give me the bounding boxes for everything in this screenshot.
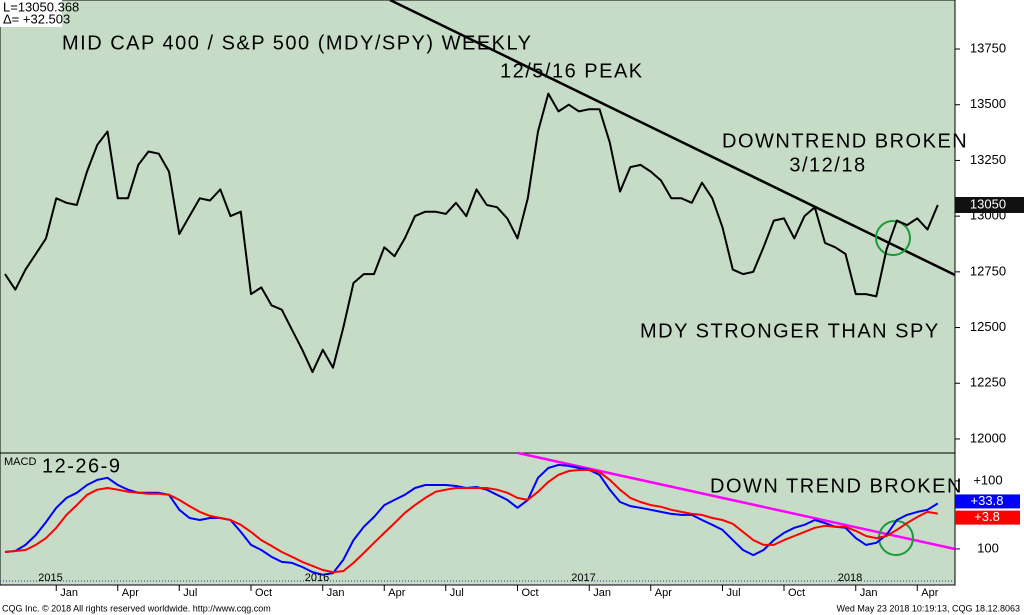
y-tick-label: 12500	[970, 319, 1006, 334]
year-label: 2017	[571, 572, 595, 584]
x-tick-label: Jan	[327, 587, 345, 599]
y-tick-label: 13750	[970, 40, 1006, 55]
macd-params: 12-26-9	[42, 455, 121, 477]
price-panel	[0, 0, 956, 454]
breakout-circle	[875, 220, 911, 256]
annotation: MDY STRONGER THAN SPY	[640, 320, 940, 342]
x-tick-label: Jul	[727, 587, 741, 599]
macd-trend-line	[517, 451, 956, 551]
x-tick-label: Jan	[60, 587, 78, 599]
series-line	[4, 469, 938, 574]
annotation: DOWNTREND BROKEN	[722, 130, 968, 152]
last-value-text: +33.8	[971, 493, 1004, 508]
year-label: 2018	[838, 572, 862, 584]
last-value-tag	[955, 494, 1020, 509]
last-value-tag	[955, 510, 1020, 525]
y-tick-label: 12250	[970, 375, 1006, 390]
y-tick-label: 12750	[970, 263, 1006, 278]
x-tick-label: Apr	[655, 587, 672, 599]
last-value-text: 13050	[970, 196, 1006, 211]
chart-title: MID CAP 400 / S&P 500 (MDY/SPY) WEEKLY	[62, 32, 533, 54]
last-value-tag	[955, 196, 1024, 213]
y-tick-label: 13250	[970, 152, 1006, 167]
y-tick-label: +100	[973, 472, 1002, 487]
annotation: 3/12/18	[789, 154, 866, 176]
y-tick-label: 13500	[970, 96, 1006, 111]
x-tick-label: Jul	[450, 587, 464, 599]
year-label: 2016	[305, 572, 329, 584]
annotation: DOWN TREND BROKEN	[710, 475, 963, 497]
copyright: CQG Inc. © 2018 All rights reserved worl…	[2, 603, 271, 613]
timestamp: Wed May 23 2018 10:19:13, CQG 18.12.8063	[837, 603, 1020, 613]
delta-value: Δ= +32.503	[3, 11, 70, 26]
header-box	[0, 0, 62, 27]
x-tick-label: Jan	[860, 587, 878, 599]
macd-label: MACD	[4, 456, 36, 468]
trend-line	[389, 0, 956, 277]
y-tick-label: 12000	[970, 430, 1006, 445]
x-tick-label: Apr	[388, 587, 405, 599]
y-tick-label: 100	[977, 540, 999, 555]
x-tick-label: Oct	[255, 587, 272, 599]
series-line	[4, 92, 939, 374]
last-value-text: +3.8	[974, 509, 1000, 524]
last-value: L=13050.368	[3, 0, 79, 14]
x-tick-label: Apr	[122, 587, 139, 599]
x-tick-label: Oct	[522, 587, 539, 599]
year-label: 2015	[38, 572, 62, 584]
x-tick-label: Jul	[183, 587, 197, 599]
x-tick-label: Oct	[788, 587, 805, 599]
x-tick-label: Apr	[921, 587, 938, 599]
macd-panel	[0, 452, 956, 586]
annotation: 12/5/16 PEAK	[500, 60, 644, 82]
x-tick-label: Jan	[593, 587, 611, 599]
